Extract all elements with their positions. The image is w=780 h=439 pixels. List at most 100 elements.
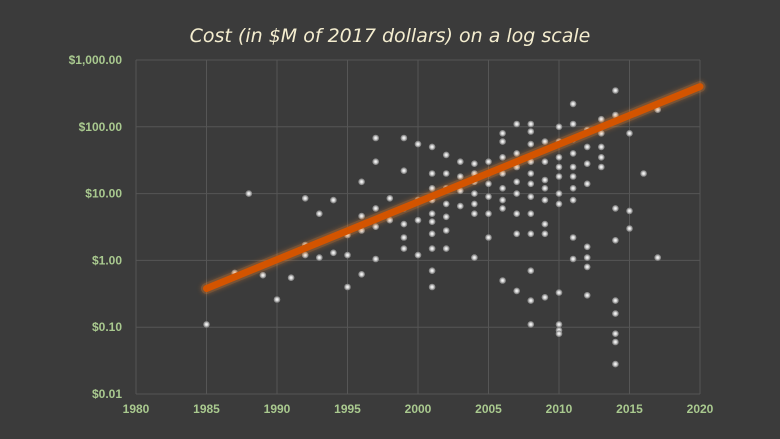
data-point bbox=[541, 176, 549, 184]
trendline-group bbox=[201, 81, 706, 294]
data-point bbox=[485, 234, 492, 241]
data-point bbox=[527, 120, 535, 128]
data-point bbox=[527, 128, 535, 135]
data-point bbox=[442, 151, 450, 159]
data-point bbox=[499, 185, 506, 192]
data-point bbox=[527, 267, 535, 275]
data-point bbox=[569, 185, 577, 192]
data-point bbox=[527, 180, 535, 188]
data-point bbox=[555, 321, 563, 328]
data-point bbox=[428, 230, 436, 238]
data-point bbox=[583, 254, 591, 261]
data-point bbox=[513, 120, 521, 128]
data-point bbox=[626, 207, 633, 215]
data-point bbox=[513, 210, 521, 217]
data-point bbox=[569, 100, 577, 108]
data-point bbox=[471, 160, 478, 167]
y-tick-label: $1,000.00 bbox=[69, 53, 123, 67]
data-point bbox=[485, 180, 492, 188]
data-point bbox=[612, 310, 619, 317]
data-point bbox=[499, 205, 506, 212]
data-point bbox=[513, 178, 521, 186]
data-point bbox=[527, 210, 535, 217]
data-point bbox=[499, 154, 506, 161]
data-point bbox=[400, 134, 408, 142]
data-point bbox=[330, 196, 337, 204]
data-point bbox=[358, 178, 365, 186]
y-tick-label: $0.01 bbox=[92, 387, 122, 401]
data-point bbox=[626, 225, 633, 232]
scatter-points bbox=[203, 87, 662, 368]
data-point bbox=[541, 158, 549, 165]
data-point bbox=[583, 263, 591, 271]
data-point bbox=[372, 158, 380, 165]
data-point bbox=[456, 202, 464, 210]
data-point bbox=[541, 196, 549, 204]
x-tick-label: 1995 bbox=[334, 402, 361, 416]
data-point bbox=[428, 245, 436, 252]
data-point bbox=[583, 291, 591, 299]
data-point bbox=[569, 150, 577, 157]
data-point bbox=[471, 254, 478, 261]
data-point bbox=[612, 205, 619, 212]
data-point bbox=[372, 255, 380, 263]
data-point bbox=[372, 205, 380, 212]
data-point bbox=[428, 218, 436, 225]
data-point bbox=[541, 220, 549, 228]
data-point bbox=[569, 173, 577, 180]
data-point bbox=[428, 210, 436, 217]
data-point bbox=[442, 170, 450, 177]
data-point bbox=[597, 143, 605, 151]
data-point bbox=[315, 210, 323, 217]
data-point bbox=[287, 274, 295, 282]
chart-title: Cost (in $M of 2017 dollars) on a log sc… bbox=[190, 25, 591, 47]
y-tick-label: $10.00 bbox=[85, 187, 122, 201]
data-point bbox=[597, 163, 605, 171]
data-point bbox=[612, 297, 619, 304]
data-point bbox=[344, 251, 351, 259]
data-point bbox=[414, 251, 422, 259]
data-point bbox=[442, 227, 450, 234]
data-point bbox=[513, 287, 521, 295]
data-point bbox=[414, 140, 422, 148]
x-tick-label: 2000 bbox=[405, 402, 432, 416]
x-tick-label: 1980 bbox=[123, 402, 150, 416]
data-point bbox=[527, 140, 535, 148]
data-point bbox=[612, 237, 619, 244]
data-point bbox=[555, 163, 563, 171]
data-point bbox=[456, 158, 464, 165]
data-point bbox=[640, 170, 647, 177]
x-tick-label: 2010 bbox=[546, 402, 573, 416]
data-point bbox=[555, 289, 563, 296]
x-tick-label: 2020 bbox=[687, 402, 714, 416]
data-point bbox=[527, 193, 535, 200]
data-point bbox=[442, 213, 450, 221]
data-point bbox=[499, 277, 506, 284]
data-point bbox=[330, 249, 337, 257]
data-point bbox=[541, 293, 549, 301]
data-point bbox=[612, 330, 619, 338]
data-point bbox=[654, 254, 662, 261]
x-axis-tick-labels: 1980 1985 1990 1995 2000 2005 2010 2015 2020 bbox=[123, 402, 714, 416]
x-tick-label: 1990 bbox=[264, 402, 291, 416]
data-point bbox=[414, 216, 422, 224]
data-point bbox=[583, 180, 591, 188]
y-tick-label: $100.00 bbox=[79, 120, 123, 134]
data-point bbox=[273, 296, 281, 303]
data-point bbox=[428, 143, 436, 151]
data-point bbox=[372, 134, 380, 142]
data-point bbox=[471, 200, 478, 208]
data-point bbox=[471, 190, 478, 197]
data-point bbox=[569, 255, 577, 263]
data-point bbox=[499, 138, 506, 145]
x-tick-label: 2015 bbox=[616, 402, 643, 416]
data-point bbox=[442, 245, 450, 252]
data-point bbox=[400, 234, 408, 241]
data-point bbox=[583, 143, 591, 151]
data-point bbox=[555, 123, 563, 131]
data-point bbox=[485, 193, 492, 200]
data-point bbox=[527, 170, 535, 177]
data-point bbox=[301, 195, 309, 202]
data-point bbox=[513, 230, 521, 238]
